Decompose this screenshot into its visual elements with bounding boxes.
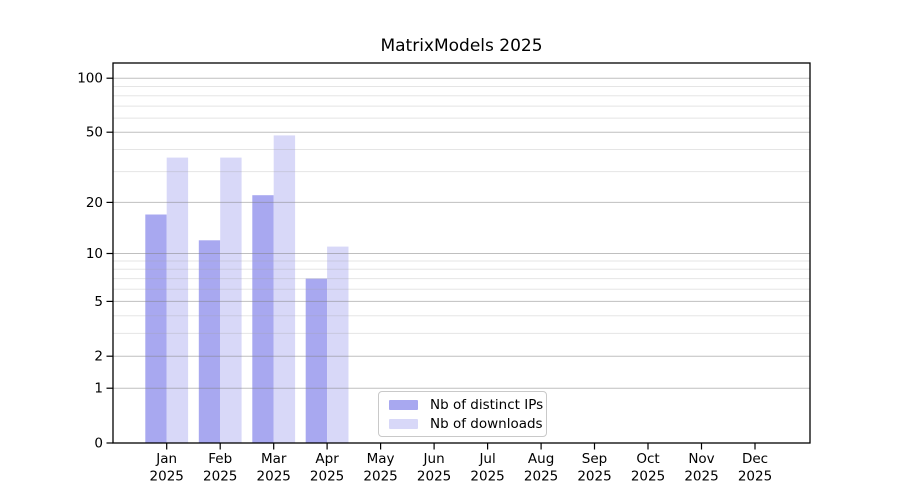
bar-apr-downloads [327,246,349,443]
y-tick-label: 100 [77,71,103,87]
y-tick-label: 0 [94,436,103,452]
x-tick-label: Apr 2025 [310,451,344,485]
x-tick-label: Oct 2025 [631,451,665,485]
legend-swatch-distinct-ips-icon [389,399,418,410]
x-tick-label: May 2025 [363,451,397,485]
y-tick-label: 2 [94,349,103,365]
x-tick-label: Nov 2025 [684,451,718,485]
x-tick-label: Mar 2025 [257,451,291,485]
legend: Nb of distinct IPs Nb of downloads [378,391,547,437]
chart-title: MatrixModels 2025 [380,36,543,56]
x-tick-label: Jan 2025 [150,451,184,485]
y-tick-label: 1 [94,381,103,397]
x-tick-label: Dec 2025 [738,451,772,485]
x-tick-label: Sep 2025 [577,451,611,485]
y-tick-label: 50 [86,125,103,141]
bar-feb-distinct-ips [198,240,221,443]
bar-apr-distinct-ips [305,278,328,443]
x-tick-label: Feb 2025 [203,451,237,485]
legend-swatch-downloads-icon [389,418,418,429]
x-tick-label: Jul 2025 [470,451,504,485]
y-tick-label: 20 [86,195,103,211]
x-tick-label: Jun 2025 [417,451,451,485]
y-tick-label: 5 [94,294,103,310]
bar-mar-distinct-ips [252,195,274,443]
legend-label: Nb of downloads [430,415,543,432]
x-tick-label: Aug 2025 [524,451,558,485]
legend-item: Nb of downloads [389,416,546,432]
legend-label: Nb of distinct IPs [430,396,544,413]
bar-mar-downloads [273,135,296,443]
legend-item: Nb of distinct IPs [389,397,546,413]
bar-jan-distinct-ips [145,214,167,443]
y-tick-label: 10 [86,246,103,262]
bar-jan-downloads [166,157,189,443]
bar-feb-downloads [220,157,242,443]
